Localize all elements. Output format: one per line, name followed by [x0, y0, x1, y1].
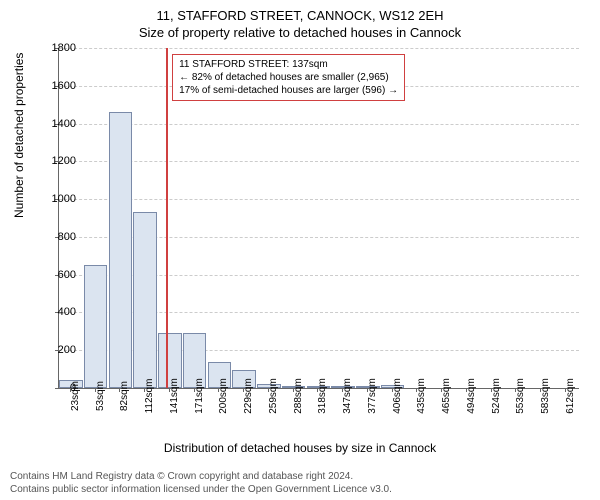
x-tick-label: 229sqm: [243, 378, 254, 414]
chart-title-sub: Size of property relative to detached ho…: [0, 25, 600, 40]
y-tick-label: 600: [46, 269, 76, 281]
gridline: [59, 124, 579, 126]
x-tick-label: 53sqm: [95, 381, 106, 411]
x-tick-label: 494sqm: [466, 378, 477, 414]
gridline: [59, 161, 579, 163]
footer-line-2: Contains public sector information licen…: [10, 483, 392, 496]
y-tick-label: 1800: [46, 42, 76, 54]
x-tick-label: 435sqm: [416, 378, 427, 414]
y-tick-label: 400: [46, 306, 76, 318]
y-tick-label: 1200: [46, 155, 76, 167]
x-tick-label: 112sqm: [144, 379, 155, 414]
annotation-line-3: 17% of semi-detached houses are larger (…: [179, 84, 398, 97]
annotation-line-1: 11 STAFFORD STREET: 137sqm: [179, 58, 398, 71]
x-tick-label: 553sqm: [515, 378, 526, 414]
gridline: [59, 48, 579, 50]
marker-line: [166, 48, 168, 388]
y-tick-label: 1000: [46, 193, 76, 205]
y-tick-label: 1400: [46, 118, 76, 130]
x-tick-label: 612sqm: [565, 378, 576, 414]
y-axis-label: Number of detached properties: [12, 53, 26, 218]
plot-area: 11 STAFFORD STREET: 137sqm← 82% of detac…: [58, 48, 579, 389]
x-tick-label: 141sqm: [169, 378, 180, 414]
footer-line-1: Contains HM Land Registry data © Crown c…: [10, 470, 392, 483]
histogram-bar: [109, 112, 133, 388]
x-tick-label: 347sqm: [342, 378, 353, 414]
x-tick-label: 524sqm: [491, 378, 502, 414]
x-tick-label: 82sqm: [119, 381, 130, 411]
x-axis-label: Distribution of detached houses by size …: [0, 441, 600, 455]
x-tick-label: 318sqm: [317, 378, 328, 414]
x-tick-label: 583sqm: [540, 378, 551, 414]
chart-title-main: 11, STAFFORD STREET, CANNOCK, WS12 2EH: [0, 8, 600, 23]
x-tick-label: 23sqm: [70, 381, 81, 411]
footer-attribution: Contains HM Land Registry data © Crown c…: [10, 470, 392, 496]
annotation-box: 11 STAFFORD STREET: 137sqm← 82% of detac…: [172, 54, 405, 101]
x-tick-label: 259sqm: [268, 378, 279, 414]
x-tick-label: 406sqm: [392, 378, 403, 414]
x-tick-label: 377sqm: [367, 378, 378, 414]
histogram-bar: [84, 265, 108, 388]
x-tick-label: 288sqm: [293, 378, 304, 414]
y-tick-label: 800: [46, 231, 76, 243]
gridline: [59, 199, 579, 201]
y-tick-label: 200: [46, 344, 76, 356]
x-tick-label: 171sqm: [194, 378, 205, 414]
y-tick-label: 1600: [46, 80, 76, 92]
x-tick-label: 465sqm: [441, 378, 452, 414]
x-tick-label: 200sqm: [218, 378, 229, 414]
annotation-line-2: ← 82% of detached houses are smaller (2,…: [179, 71, 398, 84]
chart-container: 11, STAFFORD STREET, CANNOCK, WS12 2EH S…: [0, 0, 600, 500]
histogram-bar: [133, 212, 157, 388]
